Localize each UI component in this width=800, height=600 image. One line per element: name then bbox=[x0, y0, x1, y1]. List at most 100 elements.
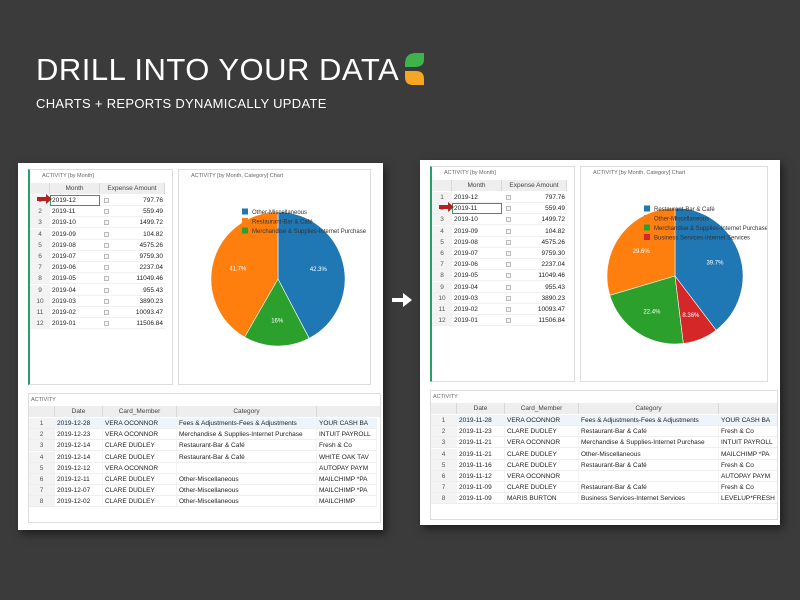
table-cell: 3890.23 bbox=[502, 293, 567, 304]
row-number: 3 bbox=[29, 440, 55, 452]
table-cell: 2019-09 bbox=[452, 226, 502, 237]
row-number: 4 bbox=[432, 225, 452, 237]
table-cell: 104.82 bbox=[100, 229, 165, 240]
table-cell: Restaurant-Bar & Café bbox=[177, 451, 317, 463]
header-cell bbox=[719, 403, 777, 414]
row-number: 10 bbox=[30, 295, 50, 307]
legend-label: Business Services-Internet Services bbox=[654, 236, 750, 242]
checkbox bbox=[506, 239, 511, 245]
table-cell: Other-Miscellaneous bbox=[177, 474, 317, 485]
checkbox bbox=[506, 217, 511, 223]
pie-slice bbox=[277, 211, 346, 339]
table-cell: 11506.84 bbox=[502, 315, 567, 327]
table-cell bbox=[177, 462, 317, 474]
row-number: 2 bbox=[30, 206, 50, 218]
row-number: 5 bbox=[29, 462, 55, 474]
chart-panel: ACTIVITY [by Month, Category] Chart 39.7%… bbox=[580, 166, 768, 382]
column-header: Category bbox=[177, 406, 317, 417]
subheadline: CHARTS + REPORTS DYNAMICALLY UPDATE bbox=[36, 96, 327, 111]
table-cell: VERA OCONNOR bbox=[505, 437, 579, 449]
table-cell: 2237.04 bbox=[502, 259, 567, 271]
row-number: 10 bbox=[432, 292, 452, 304]
row-number: 4 bbox=[30, 228, 50, 240]
table-cell: 559.49 bbox=[502, 203, 567, 215]
header-cell bbox=[432, 180, 452, 191]
legend-label: Other-Miscellaneous bbox=[252, 210, 307, 216]
table-title: ACTIVITY bbox=[31, 397, 56, 403]
chart-panel: ACTIVITY [by Month, Category] Chart 42.3%… bbox=[178, 169, 371, 385]
header-cell bbox=[431, 403, 457, 414]
table-cell: CLARE DUDLEY bbox=[505, 459, 579, 471]
table-cell: 2019-11-21 bbox=[457, 448, 505, 460]
table-cell: MAILCHIMP *PA bbox=[317, 485, 377, 497]
checkbox bbox=[104, 198, 109, 203]
table-cell: 2019-10 bbox=[50, 217, 100, 229]
transition-arrow bbox=[392, 293, 412, 307]
table-cell: 2019-08 bbox=[452, 237, 502, 248]
table-cell: CLARE DUDLEY bbox=[103, 496, 177, 508]
row-number: 2 bbox=[29, 429, 55, 441]
row-number: 1 bbox=[29, 418, 55, 429]
row-number: 6 bbox=[431, 471, 457, 482]
table-cell: WHITE OAK TAV bbox=[317, 451, 377, 463]
row-number: 6 bbox=[432, 248, 452, 259]
checkbox bbox=[104, 231, 109, 237]
table-cell: 2019-11-09 bbox=[457, 482, 505, 494]
legend-swatch bbox=[242, 227, 248, 234]
table-cell: 2019-12-14 bbox=[55, 440, 103, 452]
table-cell: 2019-11-12 bbox=[457, 471, 505, 482]
column-header: Date bbox=[55, 406, 103, 417]
table-cell: INTUIT PAYROLL bbox=[719, 437, 777, 449]
table-cell: 2019-12-28 bbox=[55, 418, 103, 429]
table-cell: VERA OCONNOR bbox=[103, 462, 177, 474]
table-cell: 11049.46 bbox=[100, 273, 165, 285]
table-cell: 104.82 bbox=[502, 226, 567, 237]
table-cell: 10093.47 bbox=[100, 307, 165, 318]
table-cell: VERA OCONNOR bbox=[505, 471, 579, 482]
table-cell: 2019-11 bbox=[452, 203, 502, 215]
table-cell: 2019-03 bbox=[50, 296, 100, 307]
table-cell: 10093.47 bbox=[502, 304, 567, 315]
table-cell: Business Services-Internet Services bbox=[579, 493, 719, 505]
table-cell: VERA OCONNOR bbox=[505, 415, 579, 426]
table-cell: CLARE DUDLEY bbox=[103, 485, 177, 497]
table-cell: 2019-12-14 bbox=[55, 451, 103, 463]
header-cell bbox=[317, 406, 380, 417]
column-header: Date bbox=[457, 403, 505, 414]
table-title: ACTIVITY bbox=[433, 394, 458, 400]
pie-slice bbox=[674, 207, 744, 331]
table-cell: YOUR CASH BA bbox=[719, 415, 777, 426]
table-cell: 2019-12-23 bbox=[55, 429, 103, 441]
table-cell: CLARE DUDLEY bbox=[505, 482, 579, 494]
table-cell: 2019-10 bbox=[452, 214, 502, 226]
legend-label: Merchandise & Supplies-Internet Purchase bbox=[654, 226, 767, 232]
checkbox bbox=[104, 265, 109, 271]
table-cell: 2019-08 bbox=[50, 240, 100, 251]
row-number: 9 bbox=[30, 284, 50, 296]
table-cell: 2019-05 bbox=[452, 270, 502, 282]
table-cell: CLARE DUDLEY bbox=[505, 448, 579, 460]
column-header: Expense Amount bbox=[100, 183, 165, 194]
table-cell: MARIS BURTON bbox=[505, 493, 579, 505]
checkbox bbox=[104, 298, 109, 304]
pie-chart: 39.7% 29.6% 22.4% 8.36% Restaurant-Bar & Caf… bbox=[606, 205, 767, 345]
checkbox bbox=[104, 287, 109, 293]
chart-title: ACTIVITY [by Month, Category] Chart bbox=[593, 170, 686, 176]
row-number: 1 bbox=[431, 415, 457, 426]
column-header: Expense Amount bbox=[502, 180, 567, 191]
table-cell: AUTOPAY PAYM bbox=[317, 462, 377, 474]
table-cell: 11506.84 bbox=[100, 318, 165, 330]
table-cell: 2019-01 bbox=[452, 315, 502, 327]
table-cell: 2019-09 bbox=[50, 229, 100, 240]
pie-slice bbox=[210, 211, 279, 338]
table-cell: Other-Miscellaneous bbox=[579, 448, 719, 460]
table-cell: 2019-02 bbox=[50, 307, 100, 318]
row-number: 11 bbox=[432, 304, 452, 315]
table-cell: 4575.26 bbox=[502, 237, 567, 248]
row-number: 12 bbox=[30, 318, 50, 330]
activity-table: ACTIVITY Date Card_Member Category 1 2019-11-… bbox=[430, 390, 778, 520]
checkbox bbox=[104, 276, 109, 282]
table-cell: 2019-12 bbox=[50, 195, 100, 206]
chart-title: ACTIVITY [by Month, Category] Chart bbox=[191, 173, 284, 179]
